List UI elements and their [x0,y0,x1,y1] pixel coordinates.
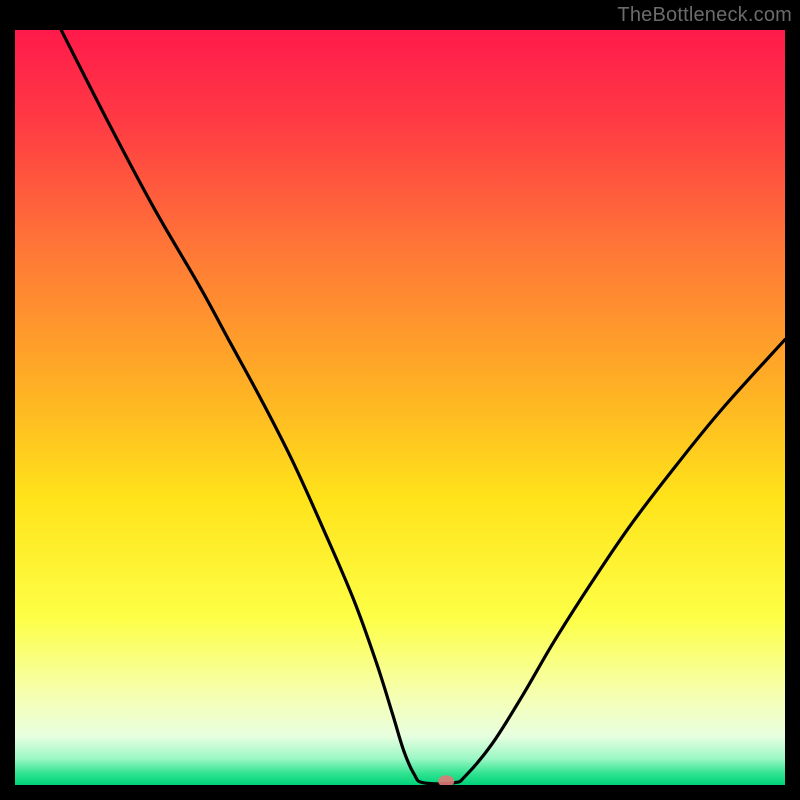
chart-canvas: TheBottleneck.com [0,0,800,800]
plot-area [15,30,785,785]
gradient-background [15,30,785,785]
watermark-text: TheBottleneck.com [617,4,792,27]
bottleneck-chart-svg [15,30,785,785]
